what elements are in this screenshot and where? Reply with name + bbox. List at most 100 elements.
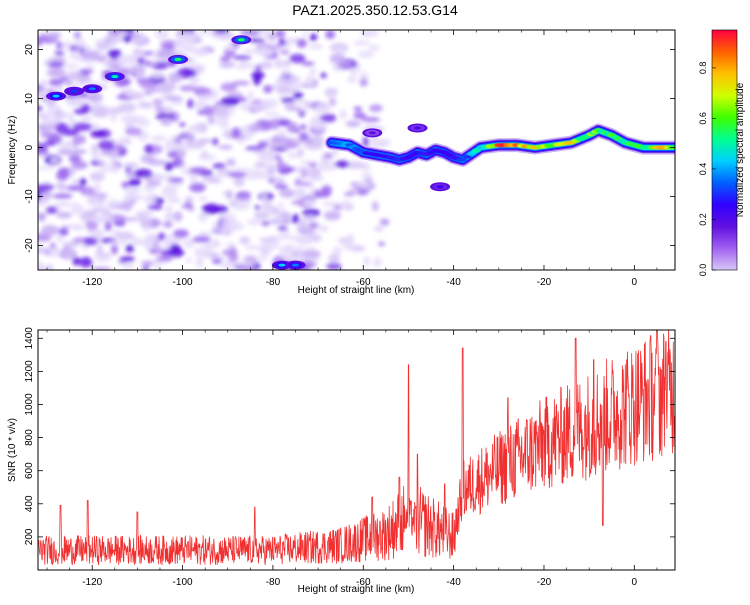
spectral-noise-blob <box>125 127 143 136</box>
spectral-noise-blob <box>41 117 59 128</box>
spectral-noise-blob <box>227 252 239 262</box>
spectral-noise-blob <box>167 196 182 204</box>
spectral-noise-blob <box>188 76 200 85</box>
spectral-noise-blob <box>253 74 262 86</box>
spectral-noise-blob <box>120 114 140 124</box>
spectral-noise-blob <box>45 101 56 107</box>
spectral-noise-blob <box>82 79 93 86</box>
spectral-noise-blob <box>38 261 45 270</box>
spectral-noise-blob <box>224 44 236 52</box>
spectral-noise-blob <box>279 188 295 198</box>
spectral-noise-blob <box>333 47 347 55</box>
spectral-ridge-peak <box>458 157 468 162</box>
spectral-noise-blob <box>255 162 268 168</box>
spectral-noise-blob <box>248 123 263 132</box>
spectral-noise-blob <box>170 111 180 123</box>
spectral-noise-blob <box>180 131 191 136</box>
spectral-noise-blob <box>163 212 176 222</box>
snr-ytick-label: 1200 <box>24 360 35 383</box>
colorbar-tick-label: 0.4 <box>698 163 708 176</box>
spectral-noise-blob <box>219 56 231 62</box>
spectral-noise-blob <box>215 31 235 40</box>
spectral-noise-blob <box>231 127 241 139</box>
snr-xtick-label: -40 <box>446 577 461 588</box>
spectral-noise-blob <box>39 78 48 89</box>
spectral-noise-blob <box>54 201 74 207</box>
spectral-noise-blob <box>92 109 110 118</box>
spectral-noise-blob <box>71 223 85 231</box>
spectral-noise-blob <box>150 135 167 142</box>
spectral-noise-blob <box>173 229 189 238</box>
colorbar-tick-label: 0.8 <box>698 62 708 75</box>
spectral-noise-blob <box>184 195 195 202</box>
spectral-noise-blob <box>294 235 314 245</box>
spectral-noise-blob <box>151 174 163 181</box>
spectrogram-ytick-label: -20 <box>24 238 35 253</box>
spectral-noise-blob <box>243 255 258 263</box>
spectral-noise-blob <box>94 182 101 193</box>
spectral-feature <box>104 72 125 82</box>
spectrogram-xtick-label: -60 <box>356 277 371 288</box>
spectral-noise-blob <box>363 256 371 267</box>
spectral-noise-blob <box>267 32 277 41</box>
spectral-noise-blob <box>185 134 196 144</box>
spectral-noise-blob <box>259 60 273 70</box>
spectral-noise-blob <box>181 204 194 209</box>
spectral-noise-blob <box>262 207 273 214</box>
spectral-noise-blob <box>154 245 163 252</box>
snr-xtick-label: -120 <box>82 577 102 588</box>
spectral-noise-blob <box>279 49 290 55</box>
spectral-noise-blob <box>101 59 119 68</box>
spectral-noise-blob <box>349 69 358 76</box>
spectral-noise-blob <box>157 232 166 241</box>
spectral-noise-blob <box>46 206 58 214</box>
spectral-noise-blob <box>46 32 62 40</box>
spectral-noise-blob <box>187 207 195 212</box>
spectral-noise-blob <box>266 154 277 163</box>
spectral-noise-blob <box>197 94 206 103</box>
spectral-noise-blob <box>38 36 43 47</box>
spectral-noise-blob <box>339 61 353 67</box>
spectral-noise-blob <box>317 224 329 233</box>
spectral-noise-blob <box>202 242 222 248</box>
spectral-noise-blob <box>123 87 135 98</box>
spectral-noise-blob <box>319 113 337 123</box>
spectral-noise-blob <box>281 70 292 76</box>
spectral-noise-blob <box>147 204 163 211</box>
snr-xtick-label: -60 <box>356 577 371 588</box>
spectral-noise-blob <box>275 30 286 38</box>
spectral-noise-blob <box>147 159 167 166</box>
spectral-noise-blob <box>289 53 306 64</box>
spectral-noise-blob <box>254 205 261 210</box>
spectrogram-ytick-label: -10 <box>24 189 35 204</box>
spectral-noise-blob <box>302 250 322 258</box>
spectral-noise-blob <box>179 122 186 127</box>
spectral-noise-blob <box>233 176 245 187</box>
snr-panel: -120 -100 -80 -60 -40 -20 0 200 400 600 800 1000 120… <box>7 327 676 595</box>
spectral-noise-blob <box>319 157 330 169</box>
spectral-noise-blob <box>239 30 260 36</box>
snr-ytick-label: 1400 <box>24 327 35 350</box>
spectral-noise-blob <box>60 63 80 68</box>
snr-ytick-label: 800 <box>24 429 35 446</box>
spectral-noise-blob <box>72 122 93 132</box>
spectral-noise-blob <box>315 102 331 114</box>
spectral-noise-blob <box>357 50 375 58</box>
spectral-noise-blob <box>111 244 118 255</box>
spectral-noise-blob <box>167 72 183 83</box>
spectral-noise-blob <box>142 266 150 270</box>
spectral-noise-blob <box>38 147 48 155</box>
spectral-noise-blob <box>54 51 65 56</box>
spectral-noise-blob <box>271 135 291 145</box>
spectral-noise-blob <box>239 102 257 112</box>
spectral-noise-blob <box>40 191 54 199</box>
spectral-noise-blob <box>81 50 100 60</box>
spectral-noise-blob <box>152 98 164 106</box>
spectral-noise-blob <box>278 38 287 47</box>
spectral-noise-blob <box>137 101 151 109</box>
spectral-noise-blob <box>275 119 292 127</box>
spectral-noise-blob <box>48 62 65 67</box>
spectral-noise-blob <box>264 199 274 208</box>
spectral-noise-blob <box>43 140 57 146</box>
